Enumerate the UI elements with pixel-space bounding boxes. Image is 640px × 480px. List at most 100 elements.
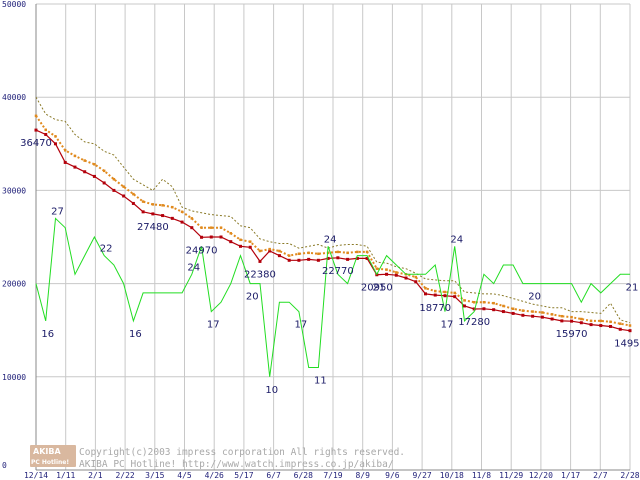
series-0-marker [219,235,223,239]
series-0-marker [287,258,291,262]
series-1-marker [619,322,622,325]
series-0-marker [151,212,155,216]
series-0-marker [161,214,165,218]
series-0-marker [209,235,213,239]
series-1-marker [599,319,603,323]
series-1-marker [219,226,223,229]
series-1-marker [550,313,554,316]
x-tick-label: 2/7 [593,471,608,480]
series-0-marker [83,170,87,174]
series-0-marker [540,315,544,319]
x-tick-label: 11/8 [472,471,491,480]
series-0-marker [424,292,428,296]
x-tick-label: 2/22 [115,471,134,480]
series-0-marker [365,256,369,260]
x-tick-label: 5/17 [234,471,253,480]
price-label: 18770 [419,303,451,314]
logo-badge [30,445,76,467]
series-1-marker [385,268,388,271]
series-0-marker [355,256,359,260]
series-0-marker [414,280,418,284]
series-0-marker [579,321,583,325]
series-1-marker [34,114,38,118]
series-1-marker [112,177,116,181]
count-label: 22 [100,244,113,255]
series-0-marker [122,194,126,198]
count-label: 10 [265,385,278,396]
x-tick-label: 12/14 [24,471,48,480]
x-tick-label: 3/15 [145,471,164,480]
x-tick-label: 7/19 [323,471,342,480]
x-axis-ticks: 12/14 1/11 2/1 2/22 3/15 4/5 4/26 5/17 6/7 6/28 7/… [24,471,640,480]
series-0-marker [258,259,262,263]
x-tick-label: 12/20 [529,471,553,480]
x-tick-label: 2/1 [88,471,103,480]
series-0-marker [53,142,57,146]
series-1-marker [433,289,437,293]
series-1-marker [287,254,291,257]
series-line-3 [35,217,630,377]
x-tick-label: 8/9 [355,471,370,480]
series-1-marker [258,249,262,253]
series-1-marker [248,240,252,243]
series-1-marker [190,217,194,220]
series-0-marker [92,174,96,178]
price-label: 15970 [556,329,588,340]
series-1-marker [482,300,486,304]
series-0-marker [248,245,252,249]
series-0-marker [112,188,116,192]
series-0-marker [472,307,476,311]
series-1-marker [365,250,369,254]
url-line: AKIBA PC Hotline! http://www.watch.impre… [79,459,394,470]
series-0-marker [462,304,466,308]
series-1-marker [102,169,106,173]
logo-line-2: PC Hotline! [31,459,69,466]
series-1-marker [122,185,125,188]
series-lines [34,96,632,377]
price-label: 24970 [186,245,218,256]
series-1-marker [560,314,564,318]
x-tick-label: 2/28 [620,471,639,480]
x-tick-label: 10/18 [440,471,464,480]
series-0-marker [521,313,525,317]
series-0-marker [346,257,350,261]
series-0-marker [326,256,330,260]
series-0-marker [453,295,457,299]
series-1-marker [54,135,57,138]
count-label: 17 [295,320,308,331]
series-0-marker [277,254,281,258]
series-1-marker [297,252,301,256]
series-1-marker [492,301,495,305]
count-label: 16 [41,329,54,340]
data-labels: 36470 27480 24970 22380 22770 20950 18770 17280… [20,138,640,396]
series-1-marker [346,251,349,255]
count-label: 24 [187,262,200,273]
series-line-2 [35,96,631,324]
series-1-marker [580,317,583,321]
series-1-marker [278,249,281,253]
series-0-marker [492,308,496,312]
series-1-marker [317,252,320,256]
series-0-marker [297,258,301,262]
y-tick-label: 0 [2,461,7,470]
series-0-marker [190,226,194,230]
count-label: 27 [51,206,64,217]
y-tick-label: 40000 [2,93,26,102]
series-1-marker [443,290,447,294]
x-tick-label: 6/7 [266,471,281,480]
series-1-marker [151,203,155,206]
series-1-marker [472,300,476,304]
series-1-marker [511,307,515,311]
series-0-marker [628,329,632,333]
series-1-marker [132,192,135,196]
series-0-marker [531,314,535,318]
series-0-marker [550,317,554,321]
series-1-marker [83,159,86,162]
y-tick-label: 50000 [2,0,26,9]
count-label: 11 [314,375,327,386]
series-line-0 [35,129,631,332]
series-1-marker [375,267,379,270]
series-1-marker [268,247,271,251]
series-1-marker [141,200,145,203]
series-1-marker [44,128,47,132]
